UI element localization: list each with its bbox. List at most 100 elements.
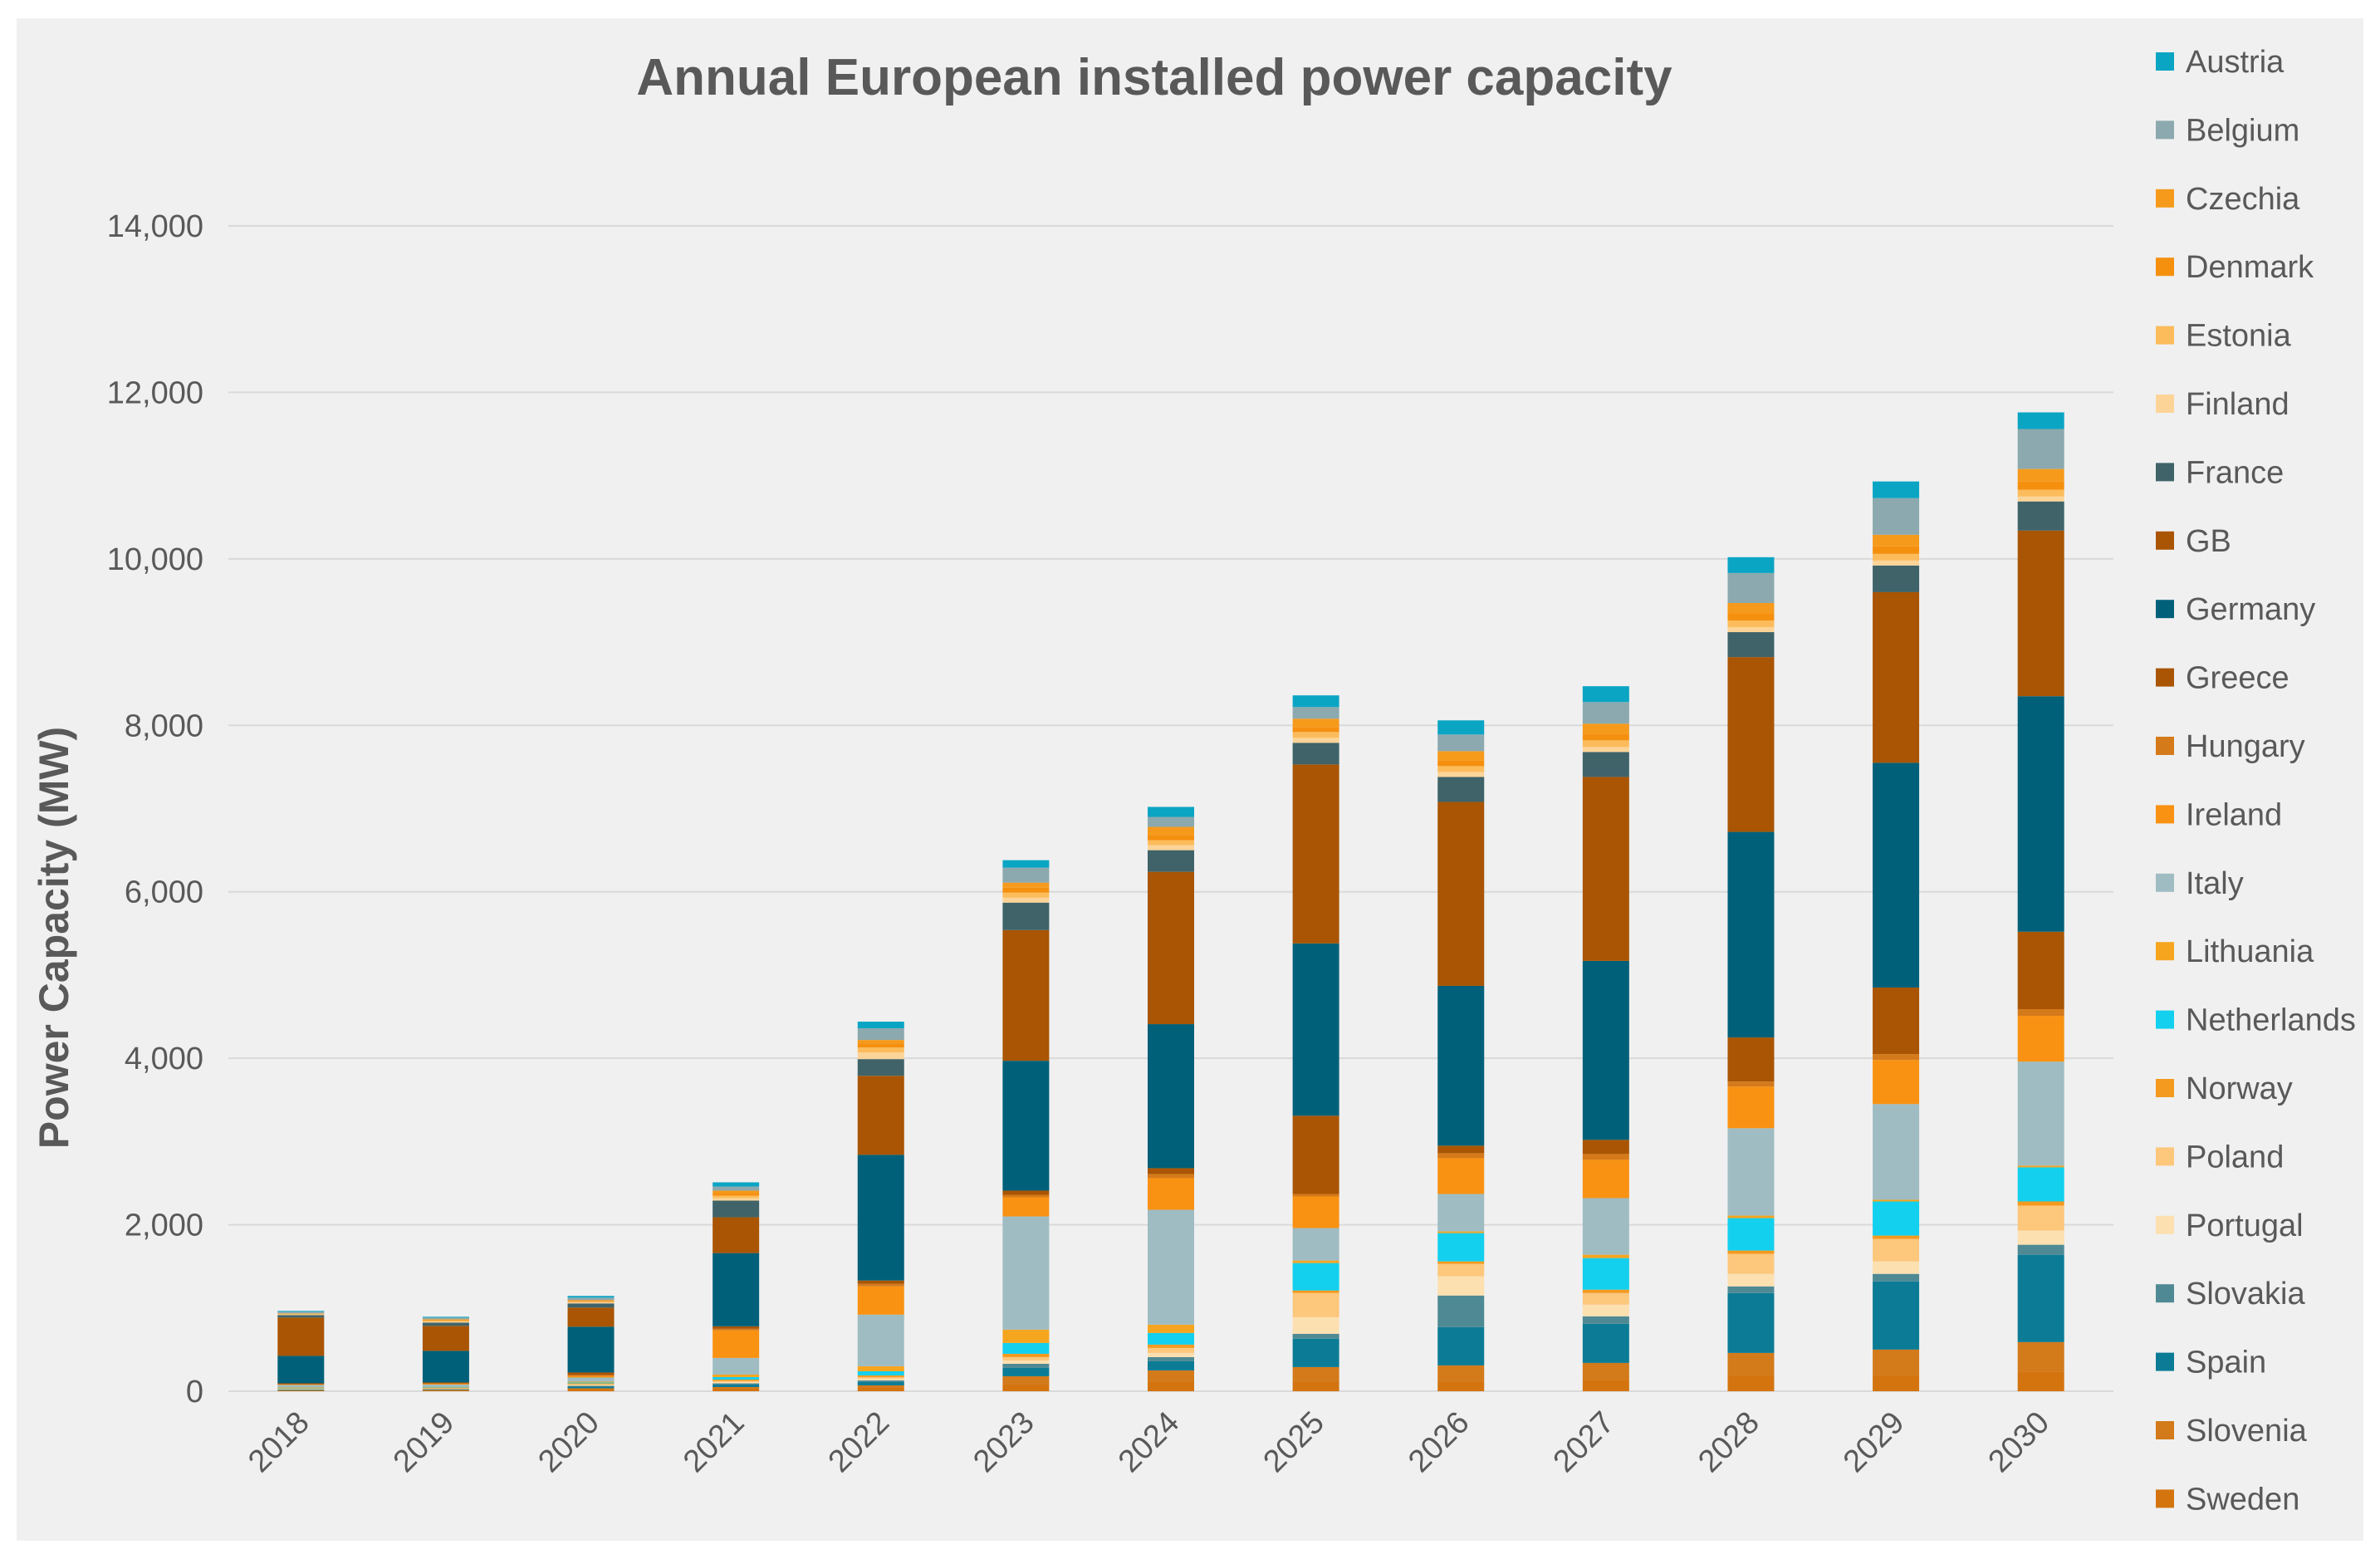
bar-segment xyxy=(1002,867,1050,883)
bar-segment xyxy=(1292,943,1339,1116)
bar-segment xyxy=(2017,931,2064,1010)
bar-segment xyxy=(1002,1384,1050,1391)
bar-segment xyxy=(422,1384,469,1387)
bar-segment xyxy=(2017,496,2064,502)
bar-segment xyxy=(1873,534,1920,547)
bar-segment xyxy=(1727,1128,1775,1216)
bar-segment xyxy=(1582,1304,1629,1316)
bar-segment xyxy=(713,1253,760,1326)
legend-label: GB xyxy=(2186,524,2231,559)
legend-swatch xyxy=(2156,395,2174,413)
bar-segment xyxy=(2017,1244,2064,1255)
bar-segment xyxy=(1727,1286,1775,1293)
legend-label: Austria xyxy=(2186,45,2285,80)
legend-swatch xyxy=(2156,463,2174,482)
bar-segment xyxy=(2017,501,2064,531)
bar-segment xyxy=(1582,1292,1629,1305)
bar-segment xyxy=(1582,752,1629,777)
bar-segment xyxy=(1002,887,1050,893)
bar-segment xyxy=(1437,1381,1485,1391)
bar-segment xyxy=(857,1378,904,1380)
bar-segment xyxy=(1002,860,1050,868)
bar-segment xyxy=(2017,1205,2064,1231)
bar-segment xyxy=(1002,1363,1050,1368)
legend-label: Slovenia xyxy=(2186,1414,2308,1449)
bar-segment xyxy=(1582,1289,1629,1293)
bar-segment xyxy=(1727,627,1775,633)
bar-segment xyxy=(713,1190,760,1194)
bar-segment xyxy=(2017,489,2064,497)
bar-segment xyxy=(1437,772,1485,777)
legend-swatch xyxy=(2156,52,2174,71)
x-tick-label: 2030 xyxy=(1982,1405,2056,1479)
bar-segment xyxy=(277,1317,325,1356)
bar-segment xyxy=(857,1043,904,1048)
bar-segment xyxy=(422,1388,469,1389)
bar-segment xyxy=(713,1195,760,1199)
bar-segment xyxy=(1873,1261,1920,1274)
bar-segment xyxy=(567,1300,615,1302)
bar-segment xyxy=(857,1385,904,1388)
bar-segment xyxy=(2017,468,2064,482)
bar-segment xyxy=(1582,1159,1629,1199)
bar-segment xyxy=(713,1376,760,1380)
legend-swatch xyxy=(2156,600,2174,619)
bar-segment xyxy=(1292,1115,1339,1194)
bar-segment xyxy=(1582,1140,1629,1155)
bar-segment xyxy=(1873,1375,1920,1391)
bar-segment xyxy=(1582,747,1629,753)
bar-segment xyxy=(2017,412,2064,429)
bar-segment xyxy=(857,1381,904,1385)
bar-segment xyxy=(857,1047,904,1053)
bar-segment xyxy=(713,1357,760,1375)
y-tick-label: 12,000 xyxy=(107,375,203,410)
bar-segment xyxy=(567,1296,615,1298)
bars xyxy=(277,412,2064,1391)
x-tick-label: 2024 xyxy=(1112,1405,1186,1479)
legend-swatch xyxy=(2156,737,2174,755)
bar-segment xyxy=(277,1384,325,1385)
bar-segment xyxy=(1148,845,1194,851)
legend-swatch xyxy=(2156,531,2174,550)
bar-segment xyxy=(1002,1375,1050,1385)
bar-segment xyxy=(2017,1167,2064,1202)
bar-segment xyxy=(422,1322,469,1326)
bar-segment xyxy=(1292,1260,1339,1263)
bar-segment xyxy=(1873,1349,1920,1375)
bar-segment xyxy=(1437,1263,1485,1277)
y-tick-label: 8,000 xyxy=(125,708,203,743)
bar-segment xyxy=(857,1076,904,1155)
bar-segment xyxy=(422,1383,469,1385)
bar-segment xyxy=(1002,1329,1050,1343)
x-tick-label: 2023 xyxy=(967,1405,1041,1479)
bar-segment xyxy=(713,1384,760,1387)
bar-segment xyxy=(422,1387,469,1389)
bar-segment xyxy=(277,1388,325,1390)
legend-label: Poland xyxy=(2186,1140,2284,1174)
bar-segment xyxy=(1727,657,1775,832)
bar-segment xyxy=(422,1383,469,1384)
legend-label: Hungary xyxy=(2186,729,2305,764)
y-tick-label: 0 xyxy=(186,1375,203,1409)
chart-title: Annual European installed power capacity xyxy=(636,49,1672,106)
bar-segment xyxy=(1437,720,1485,735)
bar-segment xyxy=(1727,1037,1775,1082)
legend-label: Sweden xyxy=(2186,1482,2299,1517)
bar-segment xyxy=(1437,1153,1485,1159)
bar-segment xyxy=(857,1283,904,1287)
bar-segment xyxy=(713,1386,760,1389)
bar-segment xyxy=(1582,1257,1629,1290)
bar-segment xyxy=(713,1182,760,1187)
bar-segment xyxy=(1292,1366,1339,1382)
legend-label: Italy xyxy=(2186,866,2244,901)
x-tick-label: 2022 xyxy=(822,1405,896,1479)
bar-segment xyxy=(1873,1201,1920,1236)
bar-segment xyxy=(1002,1360,1050,1364)
legend-label: Greece xyxy=(2186,661,2289,696)
bar-segment xyxy=(713,1326,760,1329)
bar-segment xyxy=(713,1193,760,1196)
bar-segment xyxy=(1727,572,1775,603)
legend-swatch xyxy=(2156,805,2174,824)
bar-segment xyxy=(1292,718,1339,728)
bar-segment xyxy=(1727,1273,1775,1287)
